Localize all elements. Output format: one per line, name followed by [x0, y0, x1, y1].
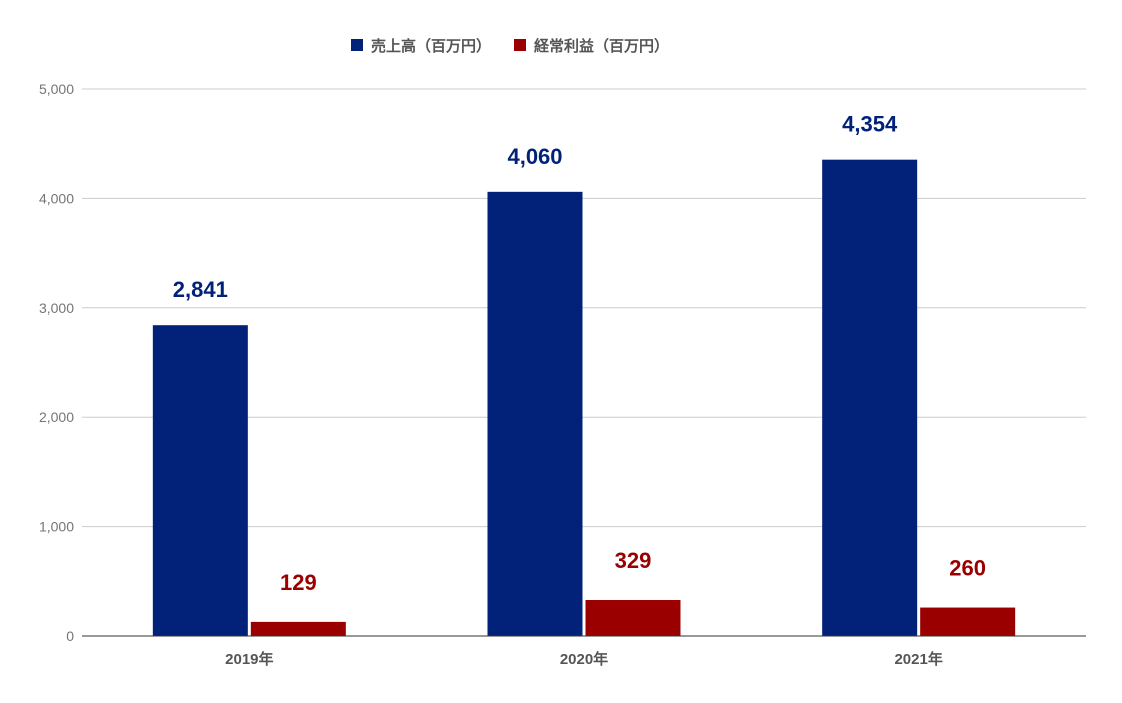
y-tick-label: 0 — [66, 628, 74, 644]
x-tick-label: 2019年 — [225, 650, 273, 668]
legend-swatch-ordinary-profit — [514, 39, 526, 51]
bar-sales — [152, 325, 248, 636]
legend-swatch-sales — [351, 39, 363, 51]
legend-label-ordinary-profit: 経常利益（百万円） — [534, 37, 669, 55]
x-tick-label: 2021年 — [894, 650, 942, 668]
y-tick-label: 3,000 — [39, 300, 74, 316]
bar-sales — [487, 191, 583, 636]
bar-ordinary-profit — [920, 607, 1016, 636]
data-label-sales: 4,354 — [842, 112, 898, 137]
y-tick-label: 4,000 — [39, 190, 74, 206]
data-label-ordinary-profit: 329 — [615, 548, 652, 573]
data-label-ordinary-profit: 129 — [280, 570, 317, 595]
gridlines — [82, 88, 1086, 528]
y-tick-label: 5,000 — [39, 81, 74, 97]
data-labels: 2,841 129 4,060 329 4,354 260 — [173, 112, 986, 595]
x-tick-label: 2020年 — [560, 650, 608, 668]
data-label-ordinary-profit: 260 — [949, 556, 986, 581]
y-tick-label: 2,000 — [39, 409, 74, 425]
data-label-sales: 4,060 — [507, 144, 562, 169]
bar-ordinary-profit — [585, 600, 681, 636]
y-axis-ticks: 0 1,000 2,000 3,000 4,000 5,000 — [39, 81, 74, 644]
legend-label-sales: 売上高（百万円） — [371, 37, 491, 55]
data-label-sales: 2,841 — [173, 277, 228, 302]
x-axis-labels: 2019年 2020年 2021年 — [225, 650, 943, 668]
bar-sales — [822, 159, 918, 636]
bars — [152, 159, 1016, 636]
legend: 売上高（百万円） 経常利益（百万円） — [351, 37, 669, 55]
y-tick-label: 1,000 — [39, 519, 74, 535]
bar-ordinary-profit — [250, 621, 346, 636]
